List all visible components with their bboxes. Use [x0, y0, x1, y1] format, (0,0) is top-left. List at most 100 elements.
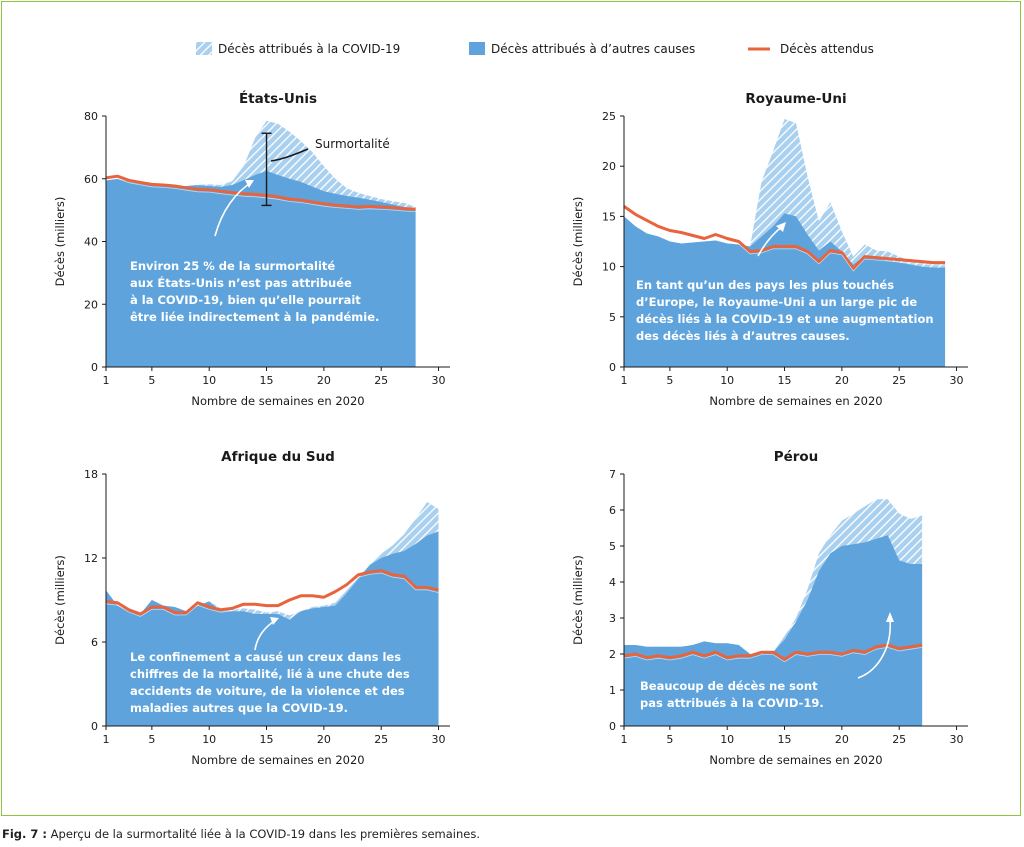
- y-tick-label: 20: [602, 160, 616, 173]
- y-tick-label: 15: [602, 210, 616, 223]
- legend-other-swatch: [469, 42, 485, 55]
- annotation-arrowhead: [270, 617, 279, 625]
- x-tick-label: 5: [148, 374, 155, 387]
- x-tick-label: 15: [778, 374, 792, 387]
- excess-mortality-label: Surmortalité: [315, 137, 390, 151]
- annotation-text: aux États-Unis n’est pas attribuée: [130, 275, 352, 290]
- x-axis-label: Nombre de semaines en 2020: [709, 753, 882, 767]
- x-tick-label: 25: [892, 374, 906, 387]
- caption-label: Fig. 7 :: [2, 827, 48, 841]
- annotation-text: maladies autres que la COVID-19.: [130, 701, 348, 715]
- x-tick-label: 10: [720, 374, 734, 387]
- annotation-text: à la COVID-19, bien qu’elle pourrait: [130, 293, 361, 307]
- expected-deaths-line: [623, 643, 923, 661]
- legend-covid-label: Décès attribués à la COVID-19: [218, 42, 400, 56]
- x-axis-label: Nombre de semaines en 2020: [709, 394, 882, 408]
- expected-deaths-line: [105, 174, 416, 211]
- y-axis-label: Décès (milliers): [571, 197, 585, 287]
- x-tick-label: 15: [260, 374, 274, 387]
- y-tick-label: 1: [609, 684, 616, 697]
- x-tick-label: 5: [148, 733, 155, 746]
- y-tick-label: 0: [609, 361, 616, 374]
- x-tick-label: 30: [950, 733, 964, 746]
- x-tick-label: 1: [621, 374, 628, 387]
- annotation-text: En tant qu’un des pays les plus touchés: [636, 278, 894, 292]
- y-tick-label: 6: [91, 636, 98, 649]
- figure-caption: Fig. 7 : Aperçu de la surmortalité liée …: [2, 827, 480, 841]
- excess-callout-line: [270, 148, 309, 162]
- y-tick-label: 40: [84, 236, 98, 249]
- x-tick-label: 5: [666, 374, 673, 387]
- x-tick-label: 15: [778, 733, 792, 746]
- x-tick-label: 25: [374, 374, 388, 387]
- chart-title: Afrique du Sud: [221, 449, 335, 465]
- expected-deaths-line: [623, 205, 946, 271]
- annotation-text: pas attribués à la COVID-19.: [640, 696, 824, 710]
- chart-title: Royaume-Uni: [745, 91, 846, 107]
- y-tick-label: 10: [602, 261, 616, 274]
- y-tick-label: 80: [84, 110, 98, 123]
- annotation-text: chiffres de la mortalité, lié à une chut…: [130, 667, 410, 681]
- annotation-text: accidents de voiture, de la violence et …: [130, 684, 405, 698]
- y-tick-label: 0: [609, 720, 616, 733]
- annotation-text: décès liés à la COVID-19 et une augmenta…: [636, 312, 934, 326]
- annotation-arrowhead: [886, 612, 894, 622]
- figure-frame: [1, 1, 1021, 816]
- y-tick-label: 12: [84, 552, 98, 565]
- y-axis-label: Décès (milliers): [571, 555, 585, 645]
- x-tick-label: 20: [835, 733, 849, 746]
- x-tick-label: 25: [892, 733, 906, 746]
- y-tick-label: 18: [84, 468, 98, 481]
- x-tick-label: 30: [950, 374, 964, 387]
- annotation-text: Beaucoup de décès ne sont: [640, 679, 818, 693]
- other-causes-area: [624, 535, 923, 726]
- expected-deaths-line: [105, 569, 439, 616]
- y-tick-label: 20: [84, 298, 98, 311]
- expected-deaths-line-edge: [623, 646, 923, 663]
- x-tick-label: 10: [202, 733, 216, 746]
- expected-deaths-line-edge: [623, 208, 946, 272]
- x-tick-label: 5: [666, 733, 673, 746]
- expected-deaths-line-edge: [105, 178, 416, 212]
- annotation-text: être liée indirectement à la pandémie.: [130, 310, 379, 324]
- y-tick-label: 0: [91, 720, 98, 733]
- annotation-text: Environ 25 % de la surmortalité: [130, 259, 335, 273]
- legend-covid-swatch: [196, 42, 212, 55]
- x-tick-label: 20: [835, 374, 849, 387]
- x-axis-label: Nombre de semaines en 2020: [191, 394, 364, 408]
- other-causes-area: [106, 170, 416, 367]
- annotation-text: Le confinement a causé un creux dans les: [130, 650, 401, 664]
- other-causes-area: [106, 531, 439, 726]
- y-tick-label: 25: [602, 110, 616, 123]
- annotation-arrowhead: [776, 222, 786, 232]
- expected-deaths-line-edge: [105, 572, 439, 617]
- x-tick-label: 1: [103, 733, 110, 746]
- legend-other-label: Décès attribués à d’autres causes: [491, 42, 695, 56]
- x-tick-label: 20: [317, 374, 331, 387]
- y-axis-label: Décès (milliers): [53, 555, 67, 645]
- x-tick-label: 1: [103, 374, 110, 387]
- y-tick-label: 2: [609, 648, 616, 661]
- panel-royaume-uni: 1 5 10 15 20 25 300510152025Royaume-UniNombre …: [571, 91, 968, 408]
- legend-expected-label: Décès attendus: [780, 42, 874, 56]
- annotation-text: des décès liés à d’autres causes.: [636, 329, 850, 343]
- y-tick-label: 4: [609, 576, 616, 589]
- x-tick-label: 20: [317, 733, 331, 746]
- x-tick-label: 30: [432, 733, 446, 746]
- x-tick-label: 25: [374, 733, 388, 746]
- y-tick-label: 7: [609, 468, 616, 481]
- chart-title: Pérou: [774, 449, 819, 465]
- y-tick-label: 0: [91, 361, 98, 374]
- legend: Décès attribués à la COVID-19 Décès attr…: [196, 42, 874, 56]
- x-tick-label: 10: [720, 733, 734, 746]
- y-tick-label: 5: [609, 311, 616, 324]
- y-tick-label: 5: [609, 540, 616, 553]
- y-tick-label: 60: [84, 173, 98, 186]
- y-tick-label: 6: [609, 504, 616, 517]
- caption-text: Aperçu de la surmortalité liée à la COVI…: [47, 827, 481, 841]
- y-axis-label: Décès (milliers): [53, 197, 67, 287]
- x-tick-label: 30: [432, 374, 446, 387]
